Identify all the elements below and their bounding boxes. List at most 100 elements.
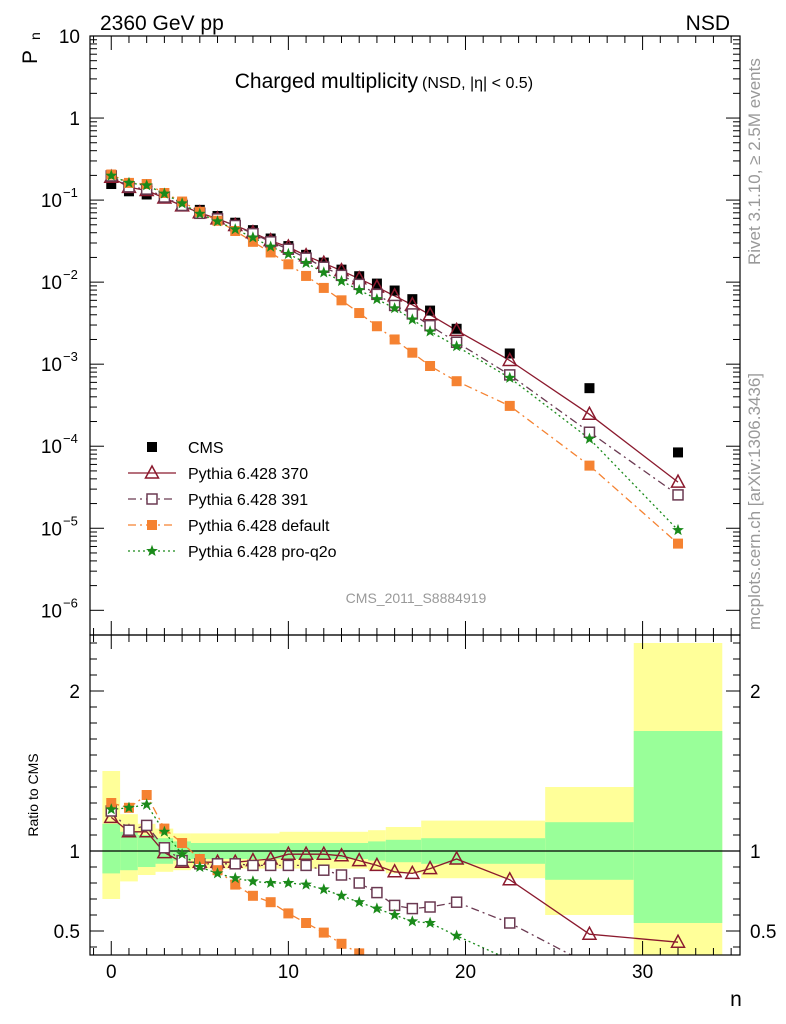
ratio-point-p370 — [670, 933, 686, 948]
y-tick-label-exponent: −5 — [63, 513, 78, 528]
data-point-cms — [425, 305, 436, 316]
ratio-point-p391 — [176, 854, 188, 867]
ratio-point-p370 — [404, 864, 421, 880]
ratio-point-p370 — [298, 845, 314, 860]
ratio-point-pdefault — [390, 966, 400, 976]
ratio-point-pq2o — [176, 848, 188, 860]
data-point-pq2o — [282, 247, 295, 260]
ratio-point-p391 — [353, 877, 365, 889]
ratio-point-pq2o — [388, 908, 401, 920]
data-point-cms — [354, 271, 365, 282]
y-tick-label-exponent: −6 — [63, 595, 78, 610]
ratio-point-p370 — [581, 925, 598, 940]
ratio-point-p370 — [351, 852, 367, 867]
legend: CMS Pythia 6.428 370 Pythia 6.428 391 Pythi… — [128, 440, 337, 561]
ratio-point-p370 — [316, 845, 332, 860]
data-point-pdefault — [371, 321, 382, 332]
ratio-point-pdefault — [318, 927, 329, 938]
data-point-pq2o — [371, 293, 383, 305]
ratio-y-tick-label: 0.5 — [54, 922, 80, 943]
data-point-pdefault — [354, 308, 365, 319]
ratio-point-p391 — [673, 958, 683, 968]
data-point-pq2o — [503, 371, 516, 383]
x-tick-label: 0 — [106, 962, 117, 983]
legend-label-pdefault: Pythia 6.428 default — [188, 518, 330, 535]
legend-marker-p391 — [146, 493, 158, 505]
data-point-cms — [371, 278, 382, 289]
data-point-pq2o — [388, 302, 401, 314]
ratio-point-p391 — [140, 819, 153, 832]
data-point-p370 — [448, 321, 465, 337]
data-point-p370 — [422, 306, 438, 321]
ratio-point-pq2o — [282, 876, 295, 888]
data-point-pq2o — [229, 223, 242, 235]
data-point-pdefault — [265, 247, 276, 258]
lower-panel: 0.5 0.51 12 20 10 20 30 Ratio to CMS n — [25, 634, 776, 1011]
ratio-point-p370 — [369, 856, 385, 872]
uncertainty-band-inner — [102, 823, 121, 874]
data-point-p370 — [501, 351, 518, 367]
ratio-point-pq2o — [300, 878, 312, 890]
chart-title: Charged multiplicity — [235, 70, 419, 93]
y-tick-label: 10 — [41, 273, 62, 294]
ratio-point-pdefault — [141, 790, 152, 800]
x-axis-label: n — [730, 988, 742, 1011]
x-tick-label: 10 — [278, 962, 299, 983]
data-point-pdefault — [673, 538, 684, 549]
ratio-axis-label: Ratio to CMS — [25, 753, 41, 836]
ratio-point-pq2o — [158, 825, 171, 837]
data-point-pq2o — [105, 169, 118, 181]
data-point-pdefault — [425, 361, 436, 372]
data-point-pdefault — [336, 295, 347, 306]
ratio-y-tick-label-right: 2 — [750, 682, 761, 703]
ratio-point-pq2o — [406, 915, 419, 927]
data-point-pq2o — [176, 197, 188, 209]
data-point-pq2o — [672, 523, 684, 536]
ratio-point-p391 — [504, 917, 516, 929]
ratio-point-p391 — [335, 869, 348, 881]
series-line-pdefault — [111, 173, 679, 545]
ratio-y-tick-label: 2 — [69, 682, 80, 703]
ratio-point-p391 — [450, 896, 463, 908]
rivet-version-label: Rivet 3.1.10, ≥ 2.5M events — [745, 58, 764, 265]
y-tick-label: 10 — [59, 27, 80, 48]
legend-label-pq2o: Pythia 6.428 pro-q2o — [188, 544, 337, 561]
ratio-point-pdefault — [230, 879, 241, 890]
data-point-p391 — [672, 489, 684, 501]
ratio-point-p370 — [280, 845, 297, 860]
legend-label-cms: CMS — [188, 440, 224, 457]
data-point-pdefault — [318, 282, 329, 293]
header-right-label: NSD — [686, 12, 730, 35]
data-point-cms — [389, 285, 400, 296]
data-point-pdefault — [504, 400, 515, 411]
data-point-pq2o — [140, 179, 153, 191]
ratio-point-p391 — [264, 859, 277, 872]
series-line-p391 — [110, 175, 679, 496]
ratio-point-pq2o — [229, 872, 242, 884]
ratio-point-pdefault — [247, 890, 258, 901]
ratio-point-pq2o — [264, 876, 277, 888]
ratio-point-pq2o — [105, 803, 118, 815]
data-point-pq2o — [264, 240, 277, 252]
legend-marker-cms — [147, 442, 157, 452]
ratio-point-p391 — [282, 859, 295, 872]
chart-title-sub: (NSD, |η| < 0.5) — [422, 75, 533, 92]
ratio-point-pdefault — [301, 918, 312, 928]
watermark-label: CMS_2011_S8884919 — [346, 590, 487, 606]
ratio-point-p391 — [123, 824, 135, 836]
y-tick-label-exponent: −4 — [63, 431, 78, 446]
ratio-point-pq2o — [140, 798, 153, 810]
ratio-point-pq2o — [247, 875, 259, 887]
legend-marker-pdefault — [147, 520, 157, 530]
data-point-pdefault — [283, 259, 294, 270]
data-point-pq2o — [450, 340, 463, 352]
data-point-pq2o — [158, 187, 171, 199]
ratio-point-pdefault — [177, 838, 188, 848]
data-point-cms — [673, 447, 684, 458]
ratio-point-p391 — [371, 886, 383, 899]
ratio-point-pq2o — [193, 860, 206, 872]
data-point-pdefault — [451, 376, 462, 387]
y-tick-label: 10 — [41, 191, 62, 212]
data-point-pdefault — [389, 334, 400, 345]
